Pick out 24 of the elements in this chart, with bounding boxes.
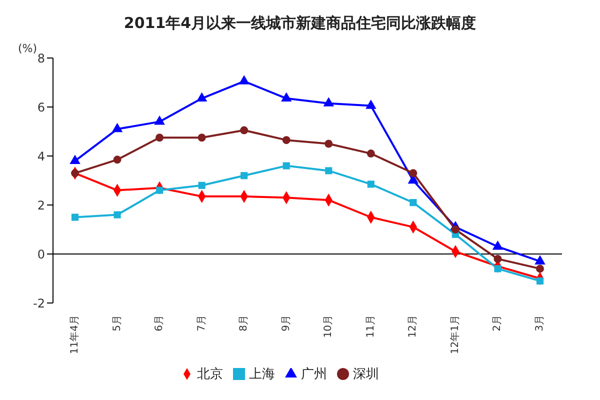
legend-label: 上海 [249, 367, 275, 382]
y-tick-label: 2 [37, 198, 45, 212]
x-tick-label: 2月 [492, 315, 504, 332]
x-tick-label: 6月 [154, 315, 166, 332]
x-tick-label: 8月 [238, 315, 250, 332]
x-tick-label: 10月 [323, 315, 334, 338]
x-tick-label: 7月 [196, 315, 208, 332]
x-tick-label: 11年4月 [68, 315, 80, 354]
x-tick-label: 12年1月 [448, 315, 461, 354]
x-tick-label: 11月 [365, 315, 376, 338]
y-axis-title: (%) [18, 42, 38, 55]
y-tick-label: -2 [33, 296, 45, 310]
legend-label: 深圳 [353, 367, 379, 382]
y-tick-label: 8 [37, 51, 45, 66]
legend-label: 广州 [301, 367, 327, 382]
x-tick-label: 5月 [112, 315, 123, 332]
y-tick-label: 6 [37, 100, 45, 114]
legend-label: 北京 [197, 367, 223, 382]
x-tick-label: 12月 [408, 315, 419, 338]
y-tick-label: 4 [37, 149, 45, 164]
chart-title: 2011年4月以来一线城市新建商品住宅同比涨跌幅度 [122, 13, 478, 34]
x-tick-label: 9月 [280, 315, 292, 332]
x-tick-label: 3月 [534, 315, 546, 332]
y-tick-label: 0 [37, 247, 45, 262]
